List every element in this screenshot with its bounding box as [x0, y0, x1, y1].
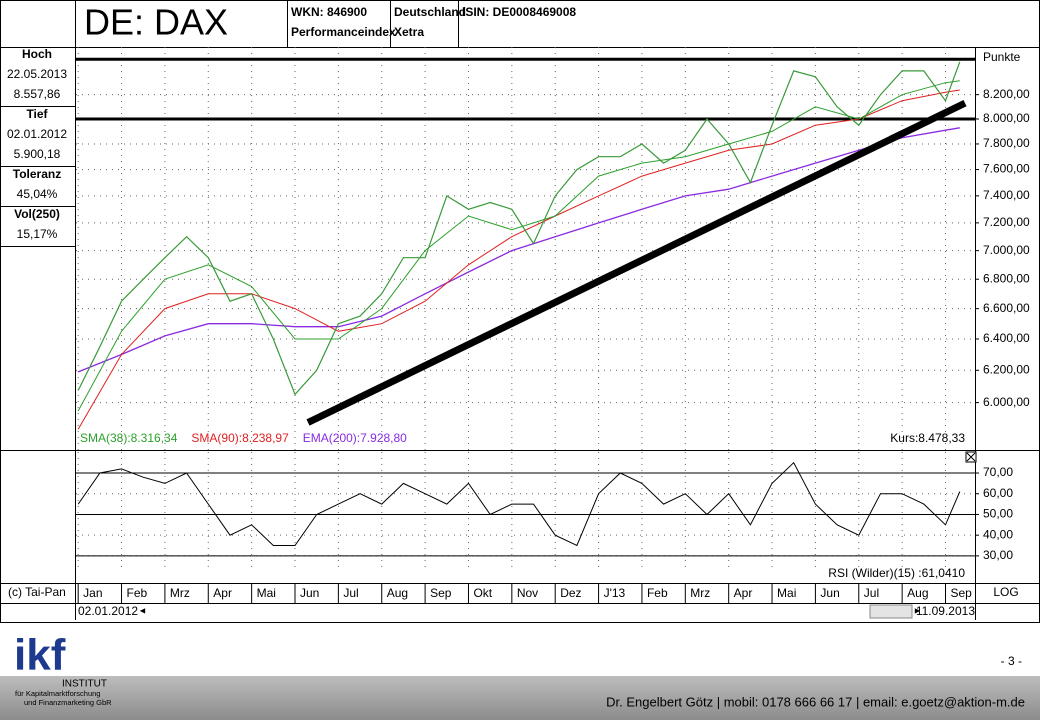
- x-tick-label: Jun: [820, 586, 839, 600]
- sidebar-label: Toleranz: [13, 167, 61, 181]
- x-tick-label: Aug: [907, 586, 928, 600]
- y-tick-label: 6.400,00: [983, 331, 1030, 345]
- range-start: 02.01.2012: [78, 604, 138, 618]
- x-tick-label: Dez: [560, 586, 581, 600]
- exchange: Xetra: [394, 25, 424, 39]
- range-end: 11.09.2013: [916, 604, 975, 618]
- y-tick-label: 7.600,00: [983, 162, 1030, 176]
- sidebar-value: 5.900,18: [14, 147, 61, 161]
- x-tick-label: Mai: [257, 586, 276, 600]
- y-tick-label: 7.800,00: [983, 136, 1030, 150]
- sidebar-value: 22.05.2013: [7, 67, 67, 81]
- y-tick-label: 6.600,00: [983, 301, 1030, 315]
- isin: ISIN: DE0008469008: [462, 5, 576, 19]
- y-tick-label: 40,00: [983, 527, 1013, 541]
- series-line: [77, 461, 961, 547]
- x-tick-label: Nov: [517, 586, 538, 600]
- x-tick-label: Okt: [473, 586, 492, 600]
- x-tick-label: Mrz: [170, 586, 190, 600]
- sidebar-value: 8.557,86: [14, 87, 61, 101]
- legend-entry: SMA(90):8.238,97: [191, 431, 289, 445]
- sidebar-value: 45,04%: [17, 187, 58, 201]
- legend-entry: SMA(38):8.316,34: [80, 431, 178, 445]
- footer-band: [0, 676, 1040, 720]
- page-number: - 3 -: [1001, 654, 1022, 668]
- x-tick-label: Jul: [864, 586, 879, 600]
- series-line: [77, 80, 960, 412]
- x-tick-label: Apr: [213, 586, 232, 600]
- x-tick-label: Mai: [777, 586, 796, 600]
- sidebar-label: Tief: [26, 107, 48, 121]
- country: Deutschland: [394, 5, 466, 19]
- scale-mode: LOG: [993, 585, 1018, 599]
- x-tick-label: Jun: [300, 586, 319, 600]
- sidebar-label: Hoch: [22, 47, 52, 61]
- x-tick-label: Jan: [83, 586, 102, 600]
- y-tick-label: 7.000,00: [983, 243, 1030, 257]
- x-tick-label: Sep: [430, 586, 452, 600]
- legend-entry: EMA(200):7.928,80: [303, 431, 407, 445]
- title: DE: DAX: [84, 2, 228, 43]
- y-tick-label: 6.800,00: [983, 271, 1030, 285]
- y-tick-label: 6.000,00: [983, 395, 1030, 409]
- y-tick-label: 8.200,00: [983, 87, 1030, 101]
- sidebar-label: Vol(250): [14, 207, 60, 221]
- scroll-thumb[interactable]: [869, 604, 913, 619]
- institute: INSTITUT: [62, 679, 107, 690]
- trendline: [306, 99, 967, 426]
- sidebar-value: 02.01.2012: [7, 127, 67, 141]
- x-tick-label: Jul: [343, 586, 358, 600]
- close-icon: [966, 452, 976, 462]
- y-tick-label: 7.400,00: [983, 188, 1030, 202]
- y-tick-label: 70,00: [983, 465, 1013, 479]
- logo: ikf: [14, 631, 66, 680]
- wkn: WKN: 846900: [291, 5, 367, 19]
- series-line: [77, 89, 960, 430]
- x-tick-label: Feb: [647, 586, 668, 600]
- institute-line: und Finanzmarketing GbR: [24, 698, 112, 707]
- y-tick-label: 6.200,00: [983, 362, 1030, 376]
- y-tick-label: 8.000,00: [983, 111, 1030, 125]
- sidebar-value: 15,17%: [17, 227, 58, 241]
- y-axis-label: Punkte: [983, 50, 1021, 64]
- panel-bg: [0, 0, 1040, 625]
- contact: Dr. Engelbert Götz | mobil: 0178 666 66 …: [606, 694, 1025, 709]
- y-tick-label: 30,00: [983, 548, 1013, 562]
- scroll-right[interactable]: ►: [913, 605, 922, 615]
- series-line: [77, 61, 961, 396]
- y-tick-label: 7.200,00: [983, 215, 1030, 229]
- x-tick-label: Mrz: [690, 586, 710, 600]
- rsi-label: RSI (Wilder)(15) :61,0410: [828, 566, 965, 580]
- copyright: (c) Tai-Pan: [8, 585, 66, 599]
- x-tick-label: Aug: [387, 586, 408, 600]
- scroll-left[interactable]: ◄: [138, 605, 147, 615]
- y-tick-label: 60,00: [983, 486, 1013, 500]
- price-label: Kurs:8.478,33: [890, 431, 965, 445]
- x-tick-label: Apr: [734, 586, 753, 600]
- kind: Performanceindex: [291, 25, 396, 39]
- x-tick-label: Sep: [951, 586, 973, 600]
- institute-line: für Kapitalmarktforschung: [15, 689, 100, 698]
- x-tick-label: J'13: [604, 586, 626, 600]
- y-tick-label: 50,00: [983, 507, 1013, 521]
- x-tick-label: Feb: [127, 586, 148, 600]
